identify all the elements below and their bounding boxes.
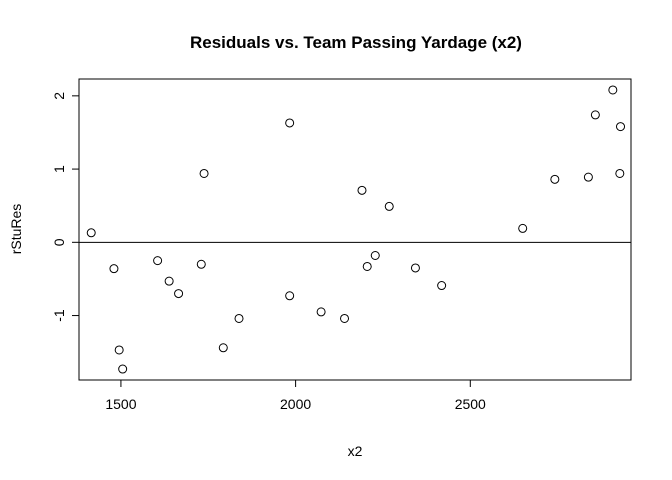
data-point [164,276,174,286]
data-point [86,228,96,238]
data-point [550,174,560,184]
data-point [583,172,593,182]
y-tick-label: 2 [51,92,67,100]
x-axis: 1500 2000 2500 [105,380,486,412]
data-point [608,85,618,95]
data-point [174,289,184,299]
y-tick-label: -1 [51,309,67,322]
data-point [357,185,367,195]
data-points [86,85,626,374]
data-point [437,281,447,291]
data-point [218,343,228,353]
x-tick-label: 2500 [455,396,486,412]
data-point [234,313,244,323]
data-point [384,201,394,211]
data-point [118,364,128,374]
data-point [410,263,420,273]
data-point [590,110,600,120]
y-axis: -1 0 1 2 [51,92,79,322]
x-axis-label: x2 [348,443,363,459]
data-point [340,313,350,323]
chart-title: Residuals vs. Team Passing Yardage (x2) [190,33,522,52]
data-point [109,264,119,274]
data-point [518,223,528,233]
x-tick-label: 2000 [280,396,311,412]
data-point [114,345,124,355]
data-point [199,168,209,178]
data-point [153,256,163,266]
data-point [616,122,626,132]
data-point [285,291,295,301]
plot-frame [78,78,632,381]
data-point [196,259,206,269]
data-point [615,168,625,178]
data-point [316,307,326,317]
data-point [370,250,380,260]
data-point [285,118,295,128]
y-tick-label: 1 [51,165,67,173]
y-tick-label: 0 [51,238,67,246]
x-tick-label: 1500 [105,396,136,412]
y-axis-label: rStuRes [8,204,24,255]
data-point [362,261,372,271]
